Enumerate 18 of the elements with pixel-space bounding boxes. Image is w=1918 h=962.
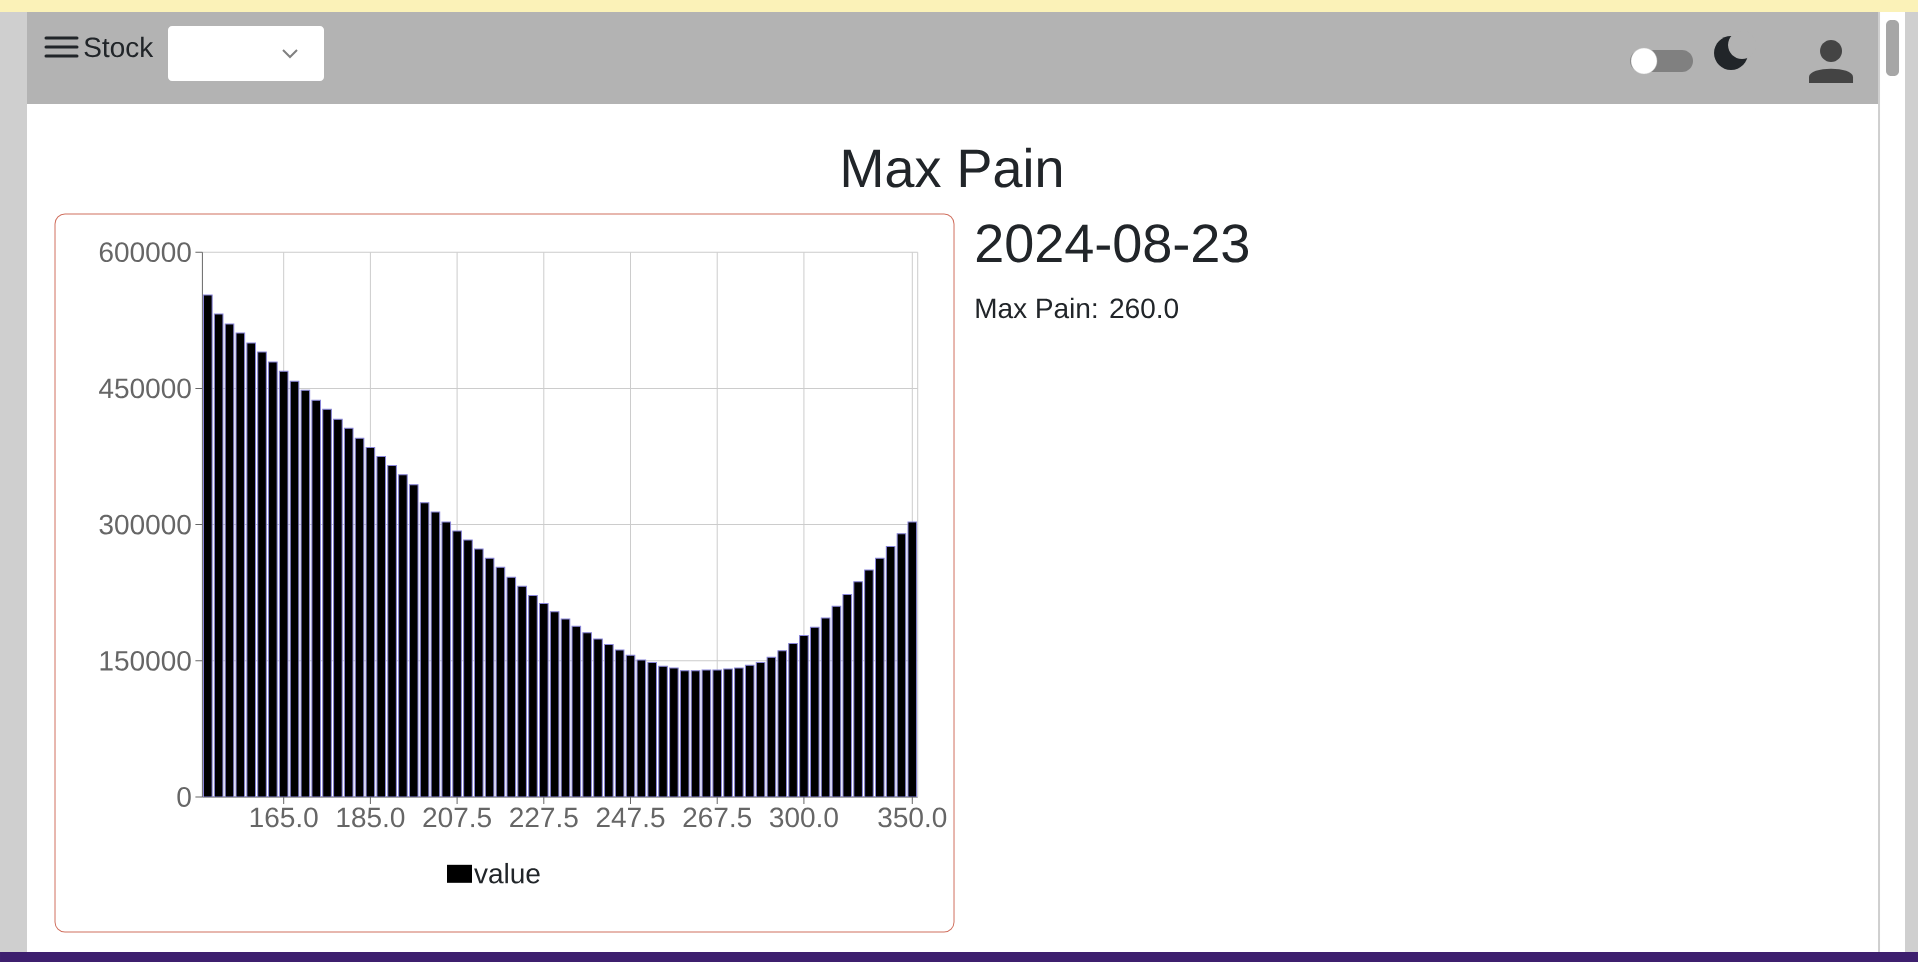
text: Stock [84,36,154,58]
x-tick-label: 207.5 [423,807,491,828]
x-tick-label: 185.0 [337,807,405,828]
legend-label: value [474,862,540,884]
text: 2024-08-23 [976,224,1249,263]
x-tick-label: 300.0 [769,807,838,828]
x-tick-label: 350.0 [878,807,947,828]
x-tick-label: 227.5 [510,807,578,828]
y-tick-label: 150000 [100,650,191,671]
x-tick-label: 247.5 [596,807,665,828]
x-tick-label: 267.5 [683,807,752,828]
y-tick-label: 0 [177,787,191,807]
y-tick-label: 600000 [99,242,191,263]
y-tick-label: 300000 [99,514,191,535]
y-tick-label: 450000 [99,378,191,399]
x-tick-label: 165.0 [250,807,318,828]
text: Max Pain: 260.0 [976,297,1179,319]
chart-title: Max Pain [843,147,1061,188]
